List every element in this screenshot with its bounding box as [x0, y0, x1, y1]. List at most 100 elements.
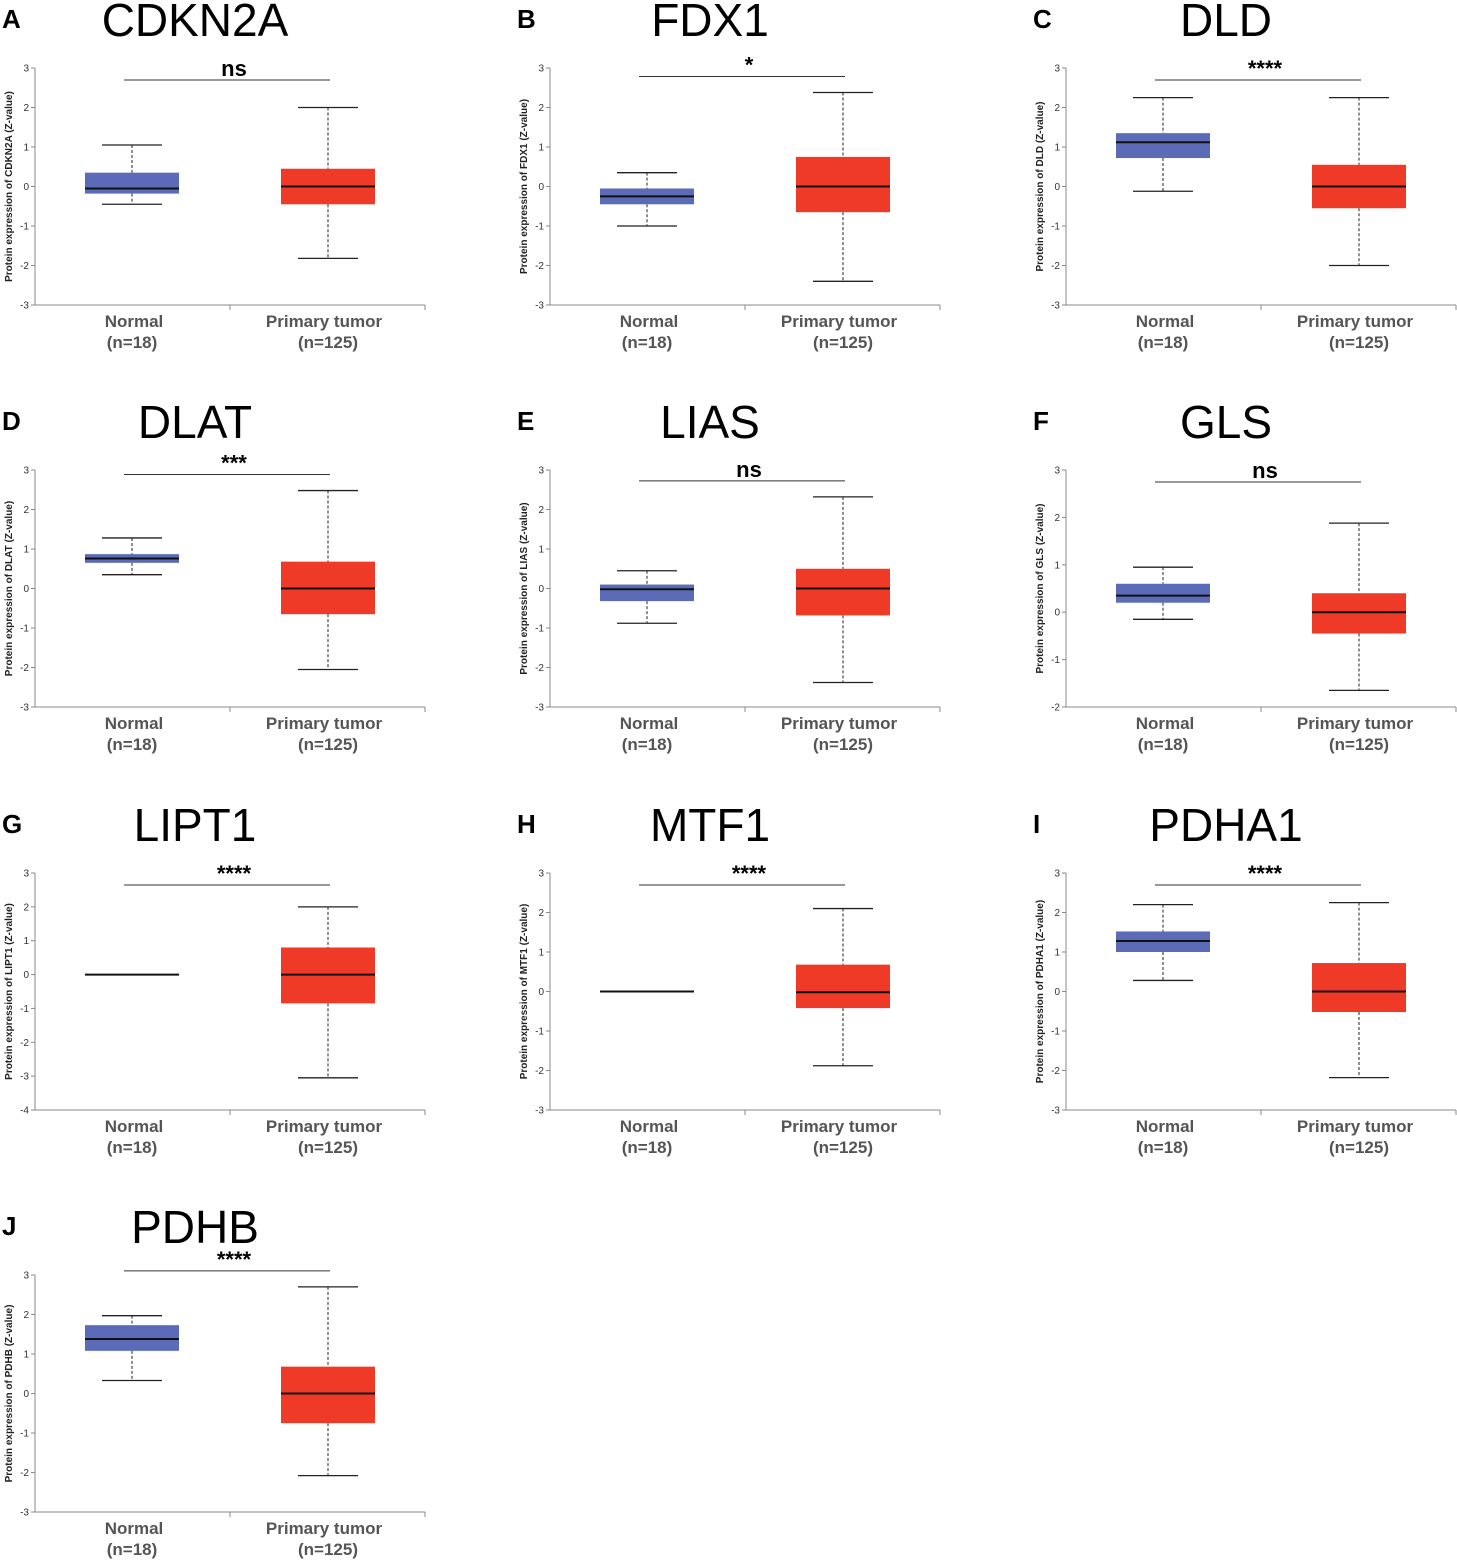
group-count: (n=125) — [1329, 735, 1389, 754]
y-tick-label: 3 — [23, 64, 29, 75]
significance-label: ns — [221, 56, 247, 81]
group-name: Primary tumor — [781, 312, 898, 331]
group-name: Primary tumor — [266, 714, 383, 733]
panel-letter: B — [517, 4, 536, 34]
y-tick-label: -1 — [1051, 1027, 1060, 1038]
y-axis-label: Protein expression of PDHB (Z-value) — [4, 1305, 15, 1483]
tumor-box — [281, 106, 375, 260]
panel-j: J PDHB Protein expression of PDHB (Z-value… — [2, 1201, 426, 1559]
group-count: (n=18) — [622, 735, 673, 754]
y-tick-label: -3 — [535, 703, 544, 714]
y-tick-label: -1 — [1051, 222, 1060, 233]
iqr-box — [1312, 593, 1406, 634]
y-tick-label: -2 — [535, 261, 544, 272]
tumor-box — [281, 1286, 375, 1477]
group-name: Normal — [105, 714, 164, 733]
panel-e: E LIAS Protein expression of LIAS (Z-value… — [517, 396, 941, 754]
significance-label: **** — [1248, 861, 1283, 886]
y-tick-label: 1 — [23, 545, 29, 556]
y-tick-label: -2 — [1051, 261, 1060, 272]
y-tick-label: 2 — [23, 505, 29, 516]
y-tick-label: 0 — [1054, 608, 1060, 619]
group-count: (n=18) — [622, 1138, 673, 1157]
y-tick-label: 0 — [23, 1389, 29, 1400]
group-count: (n=18) — [1138, 1138, 1189, 1157]
tumor-box — [796, 907, 890, 1067]
y-tick-label: 2 — [23, 103, 29, 114]
gene-title: PDHB — [131, 1201, 259, 1253]
group-name: Primary tumor — [266, 1519, 383, 1538]
group-name: Normal — [620, 714, 679, 733]
tumor-box — [1312, 901, 1406, 1079]
group-name: Primary tumor — [781, 1117, 898, 1136]
y-axis-label: Protein expression of DLAT (Z-value) — [4, 501, 15, 676]
panel-letter: J — [2, 1211, 16, 1241]
y-tick-label: -3 — [535, 301, 544, 312]
group-name: Normal — [1136, 1117, 1195, 1136]
y-tick-label: -2 — [535, 1066, 544, 1077]
y-tick-label: -2 — [1051, 703, 1060, 714]
y-tick-label: 0 — [1054, 182, 1060, 193]
y-axis-label: Protein expression of DLD (Z-value) — [1035, 101, 1046, 271]
y-tick-label: -2 — [20, 261, 29, 272]
y-tick-label: 2 — [23, 1310, 29, 1321]
significance-label: * — [745, 52, 754, 77]
y-tick-label: -1 — [20, 222, 29, 233]
y-tick-label: 3 — [538, 466, 544, 477]
tumor-box — [281, 489, 375, 671]
y-tick-label: 3 — [1054, 869, 1060, 880]
y-tick-label: 0 — [23, 584, 29, 595]
tumor-box — [796, 91, 890, 282]
y-tick-label: -3 — [20, 1072, 29, 1083]
panel-letter: C — [1033, 4, 1052, 34]
normal-box — [1116, 96, 1210, 192]
y-tick-label: 1 — [1054, 143, 1060, 154]
gene-title: LIPT1 — [134, 799, 257, 851]
group-count: (n=125) — [298, 1138, 358, 1157]
y-tick-label: -1 — [20, 1429, 29, 1440]
group-name: Normal — [105, 1519, 164, 1538]
tumor-box — [1312, 522, 1406, 692]
y-tick-label: 2 — [1054, 908, 1060, 919]
y-tick-label: -2 — [535, 663, 544, 674]
y-tick-label: -1 — [1051, 655, 1060, 666]
iqr-box — [85, 172, 179, 194]
y-tick-label: 3 — [23, 1271, 29, 1282]
group-name: Primary tumor — [1297, 312, 1414, 331]
y-tick-label: 2 — [538, 908, 544, 919]
y-axis-label: Protein expression of LIAS (Z-value) — [519, 502, 530, 674]
y-tick-label: -3 — [1051, 1106, 1060, 1117]
normal-box — [85, 144, 179, 205]
significance-label: **** — [217, 861, 252, 886]
normal-box — [600, 570, 694, 624]
y-tick-label: 1 — [1054, 948, 1060, 959]
group-name: Primary tumor — [781, 714, 898, 733]
y-tick-label: 1 — [1054, 560, 1060, 571]
group-count: (n=18) — [107, 735, 158, 754]
panel-letter: H — [517, 809, 536, 839]
y-tick-label: -2 — [20, 1468, 29, 1479]
panel-letter: E — [517, 406, 534, 436]
y-tick-label: 3 — [1054, 466, 1060, 477]
normal-box — [1116, 566, 1210, 620]
gene-title: DLAT — [138, 396, 252, 448]
y-tick-label: 0 — [538, 987, 544, 998]
y-axis-label: Protein expression of MTF1 (Z-value) — [519, 904, 530, 1080]
y-tick-label: -3 — [20, 1508, 29, 1519]
tumor-box — [796, 496, 890, 684]
y-tick-label: 2 — [1054, 103, 1060, 114]
iqr-box — [1116, 583, 1210, 603]
y-tick-label: 2 — [538, 103, 544, 114]
group-name: Normal — [620, 1117, 679, 1136]
y-tick-label: -2 — [20, 1038, 29, 1049]
iqr-box — [1312, 963, 1406, 1013]
group-count: (n=125) — [298, 735, 358, 754]
significance-label: ns — [736, 457, 762, 482]
y-axis-label: Protein expression of FDX1 (Z-value) — [519, 99, 530, 274]
iqr-box — [796, 156, 890, 213]
group-name: Normal — [105, 312, 164, 331]
y-tick-label: 2 — [1054, 513, 1060, 524]
